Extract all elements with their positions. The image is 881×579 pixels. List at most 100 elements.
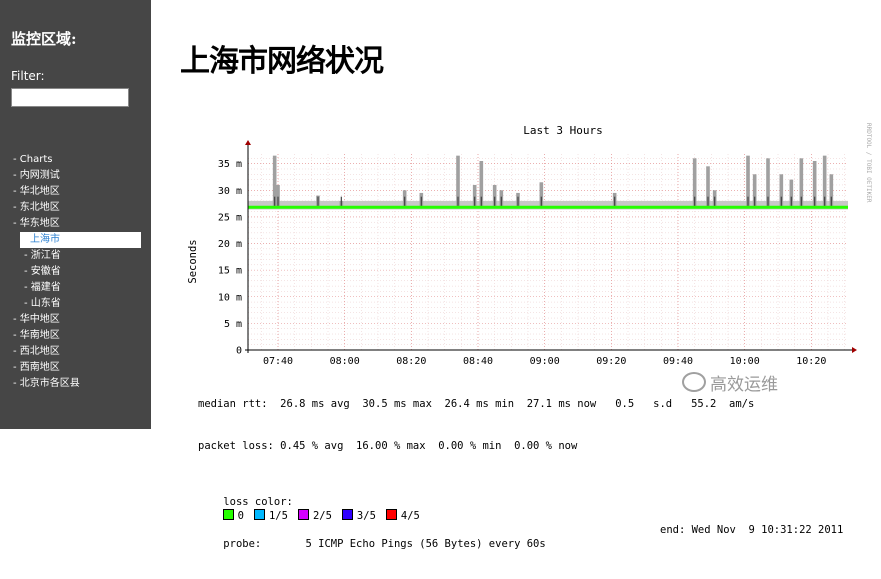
smoke-core — [707, 196, 709, 208]
smoke-core — [540, 196, 542, 208]
smoke-spike — [789, 179, 794, 208]
latency-graph: Last 3 Hours Seconds RRDTOOL / TOBI OETIKE… — [182, 118, 881, 429]
smoke-core — [830, 196, 832, 208]
smoke-spike — [766, 158, 770, 208]
loss-color-swatch — [222, 509, 234, 520]
y-axis-arrow — [245, 140, 251, 145]
smoke-spike — [829, 174, 834, 208]
smoke-core — [474, 196, 476, 208]
smoke-spike — [472, 184, 477, 208]
y-tick-label: 0 — [236, 346, 242, 357]
smoke-core — [457, 196, 459, 208]
probe-row: probe: 5 ICMP Echo Pings (56 Bytes) ever… — [198, 523, 878, 550]
smoke-core — [790, 196, 792, 208]
loss-color-text: 1/5 — [268, 510, 288, 522]
watermark: 高效运维 — [682, 370, 778, 395]
y-tick-label: 15 m — [218, 266, 242, 277]
smoke-core — [747, 196, 749, 208]
smoke-spike — [272, 155, 277, 208]
smoke-core — [800, 196, 802, 208]
smoke-core — [480, 196, 482, 208]
smoke-spike — [746, 155, 750, 208]
y-tick-label: 35 m — [218, 159, 242, 170]
sidebar-item[interactable]: - 内网测试 — [13, 170, 60, 181]
smoke-core — [614, 196, 616, 208]
loss-color-item: 4/5 — [385, 509, 420, 522]
loss-color-item: 0 — [222, 509, 244, 522]
sidebar-item[interactable]: - 华南地区 — [13, 330, 60, 341]
smoke-spike — [456, 155, 460, 208]
loss-color-swatch — [297, 509, 309, 520]
smoke-spike — [692, 158, 697, 208]
sidebar-item[interactable]: - 西北地区 — [13, 346, 60, 357]
x-tick-label: 07:40 — [263, 356, 293, 367]
filter-input[interactable] — [11, 88, 129, 107]
smoke-core — [824, 196, 826, 208]
smoke-core — [780, 196, 782, 208]
sidebar-title: 监控区域: — [11, 30, 77, 48]
sidebar-item[interactable]: - 安徽省 — [24, 266, 61, 277]
sidebar-item[interactable]: - 浙江省 — [24, 250, 61, 261]
median-rtt-line: median rtt: 26.8 ms avg 30.5 ms max 26.4… — [198, 398, 755, 410]
region-tree: - Charts - 内网测试 - 华北地区 - 东北地区 - 华东地区上海市 - 浙江省… — [0, 152, 151, 392]
loss-color-text: 3/5 — [356, 510, 376, 522]
sidebar-item[interactable]: - 北京市各区县 — [13, 378, 80, 389]
loss-color-text: 0 — [237, 510, 244, 522]
sidebar-item[interactable]: - Charts — [13, 154, 53, 165]
sidebar-item[interactable]: - 西南地区 — [13, 362, 60, 373]
smoke-spike — [822, 155, 827, 208]
sidebar-item[interactable]: - 东北地区 — [13, 202, 60, 213]
y-tick-label: 20 m — [218, 239, 242, 250]
x-tick-label: 08:40 — [463, 356, 493, 367]
packet-loss-line: packet loss: 0.45 % avg 16.00 % max 0.00… — [198, 440, 578, 452]
smoke-core — [500, 196, 502, 208]
smoke-core — [754, 196, 756, 208]
chart-title: Last 3 Hours — [523, 124, 602, 137]
smoke-spike — [752, 174, 757, 208]
smoke-core — [274, 196, 276, 208]
smoke-spike — [779, 174, 784, 208]
smoke-spike — [276, 184, 280, 208]
sidebar-item[interactable]: - 山东省 — [24, 298, 61, 309]
latency-chart-svg: Last 3 Hours Seconds RRDTOOL / TOBI OETIKE… — [187, 123, 872, 367]
sidebar-item[interactable]: - 华北地区 — [13, 186, 60, 197]
smoke-core — [714, 196, 716, 208]
loss-color-item: 2/5 — [297, 509, 332, 522]
sidebar-item[interactable]: - 福建省 — [24, 282, 61, 293]
sidebar-item[interactable]: 上海市 — [20, 232, 141, 248]
loss-color-swatch — [385, 509, 397, 520]
loss-color-label: loss color: — [223, 496, 293, 508]
x-tick-label: 10:00 — [730, 356, 760, 367]
smoke-spike — [479, 160, 484, 208]
smoke-core — [317, 196, 319, 208]
x-tick-label: 09:20 — [596, 356, 626, 367]
smoke-core — [340, 196, 342, 208]
probe-line: probe: 5 ICMP Echo Pings (56 Bytes) ever… — [223, 538, 546, 550]
x-tick-label: 10:20 — [796, 356, 826, 367]
sidebar: 监控区域: Filter: - Charts - 内网测试 - 华北地区 - 东北地区… — [0, 0, 151, 429]
smoke-band — [248, 200, 848, 210]
y-tick-label: 10 m — [218, 292, 242, 303]
smoke-spike — [799, 158, 804, 208]
x-axis-arrow — [852, 347, 857, 353]
loss-color-swatch — [341, 509, 353, 520]
smoke-core — [517, 196, 519, 208]
y-tick-label: 30 m — [218, 186, 242, 197]
smoke-core — [404, 196, 406, 208]
loss-color-text: 4/5 — [400, 510, 420, 522]
x-tick-label: 09:40 — [663, 356, 693, 367]
loss-color-text: 2/5 — [312, 510, 332, 522]
smoke-spike — [492, 184, 497, 208]
smoke-core — [277, 196, 279, 208]
x-tick-label: 08:00 — [330, 356, 360, 367]
smoke-spike — [539, 182, 544, 208]
rrdtool-credit: RRDTOOL / TOBI OETIKER — [865, 123, 872, 203]
watermark-text: 高效运维 — [710, 375, 778, 395]
graph-legend: median rtt: 26.8 ms avg 30.5 ms max 26.4… — [198, 369, 878, 551]
y-tick-label: 5 m — [224, 319, 242, 330]
sidebar-item[interactable]: - 华中地区 — [13, 314, 60, 325]
x-tick-label: 08:20 — [396, 356, 426, 367]
y-axis-label: Seconds — [187, 239, 199, 283]
sidebar-item[interactable]: - 华东地区 — [13, 218, 60, 229]
x-tick-label: 09:00 — [530, 356, 560, 367]
